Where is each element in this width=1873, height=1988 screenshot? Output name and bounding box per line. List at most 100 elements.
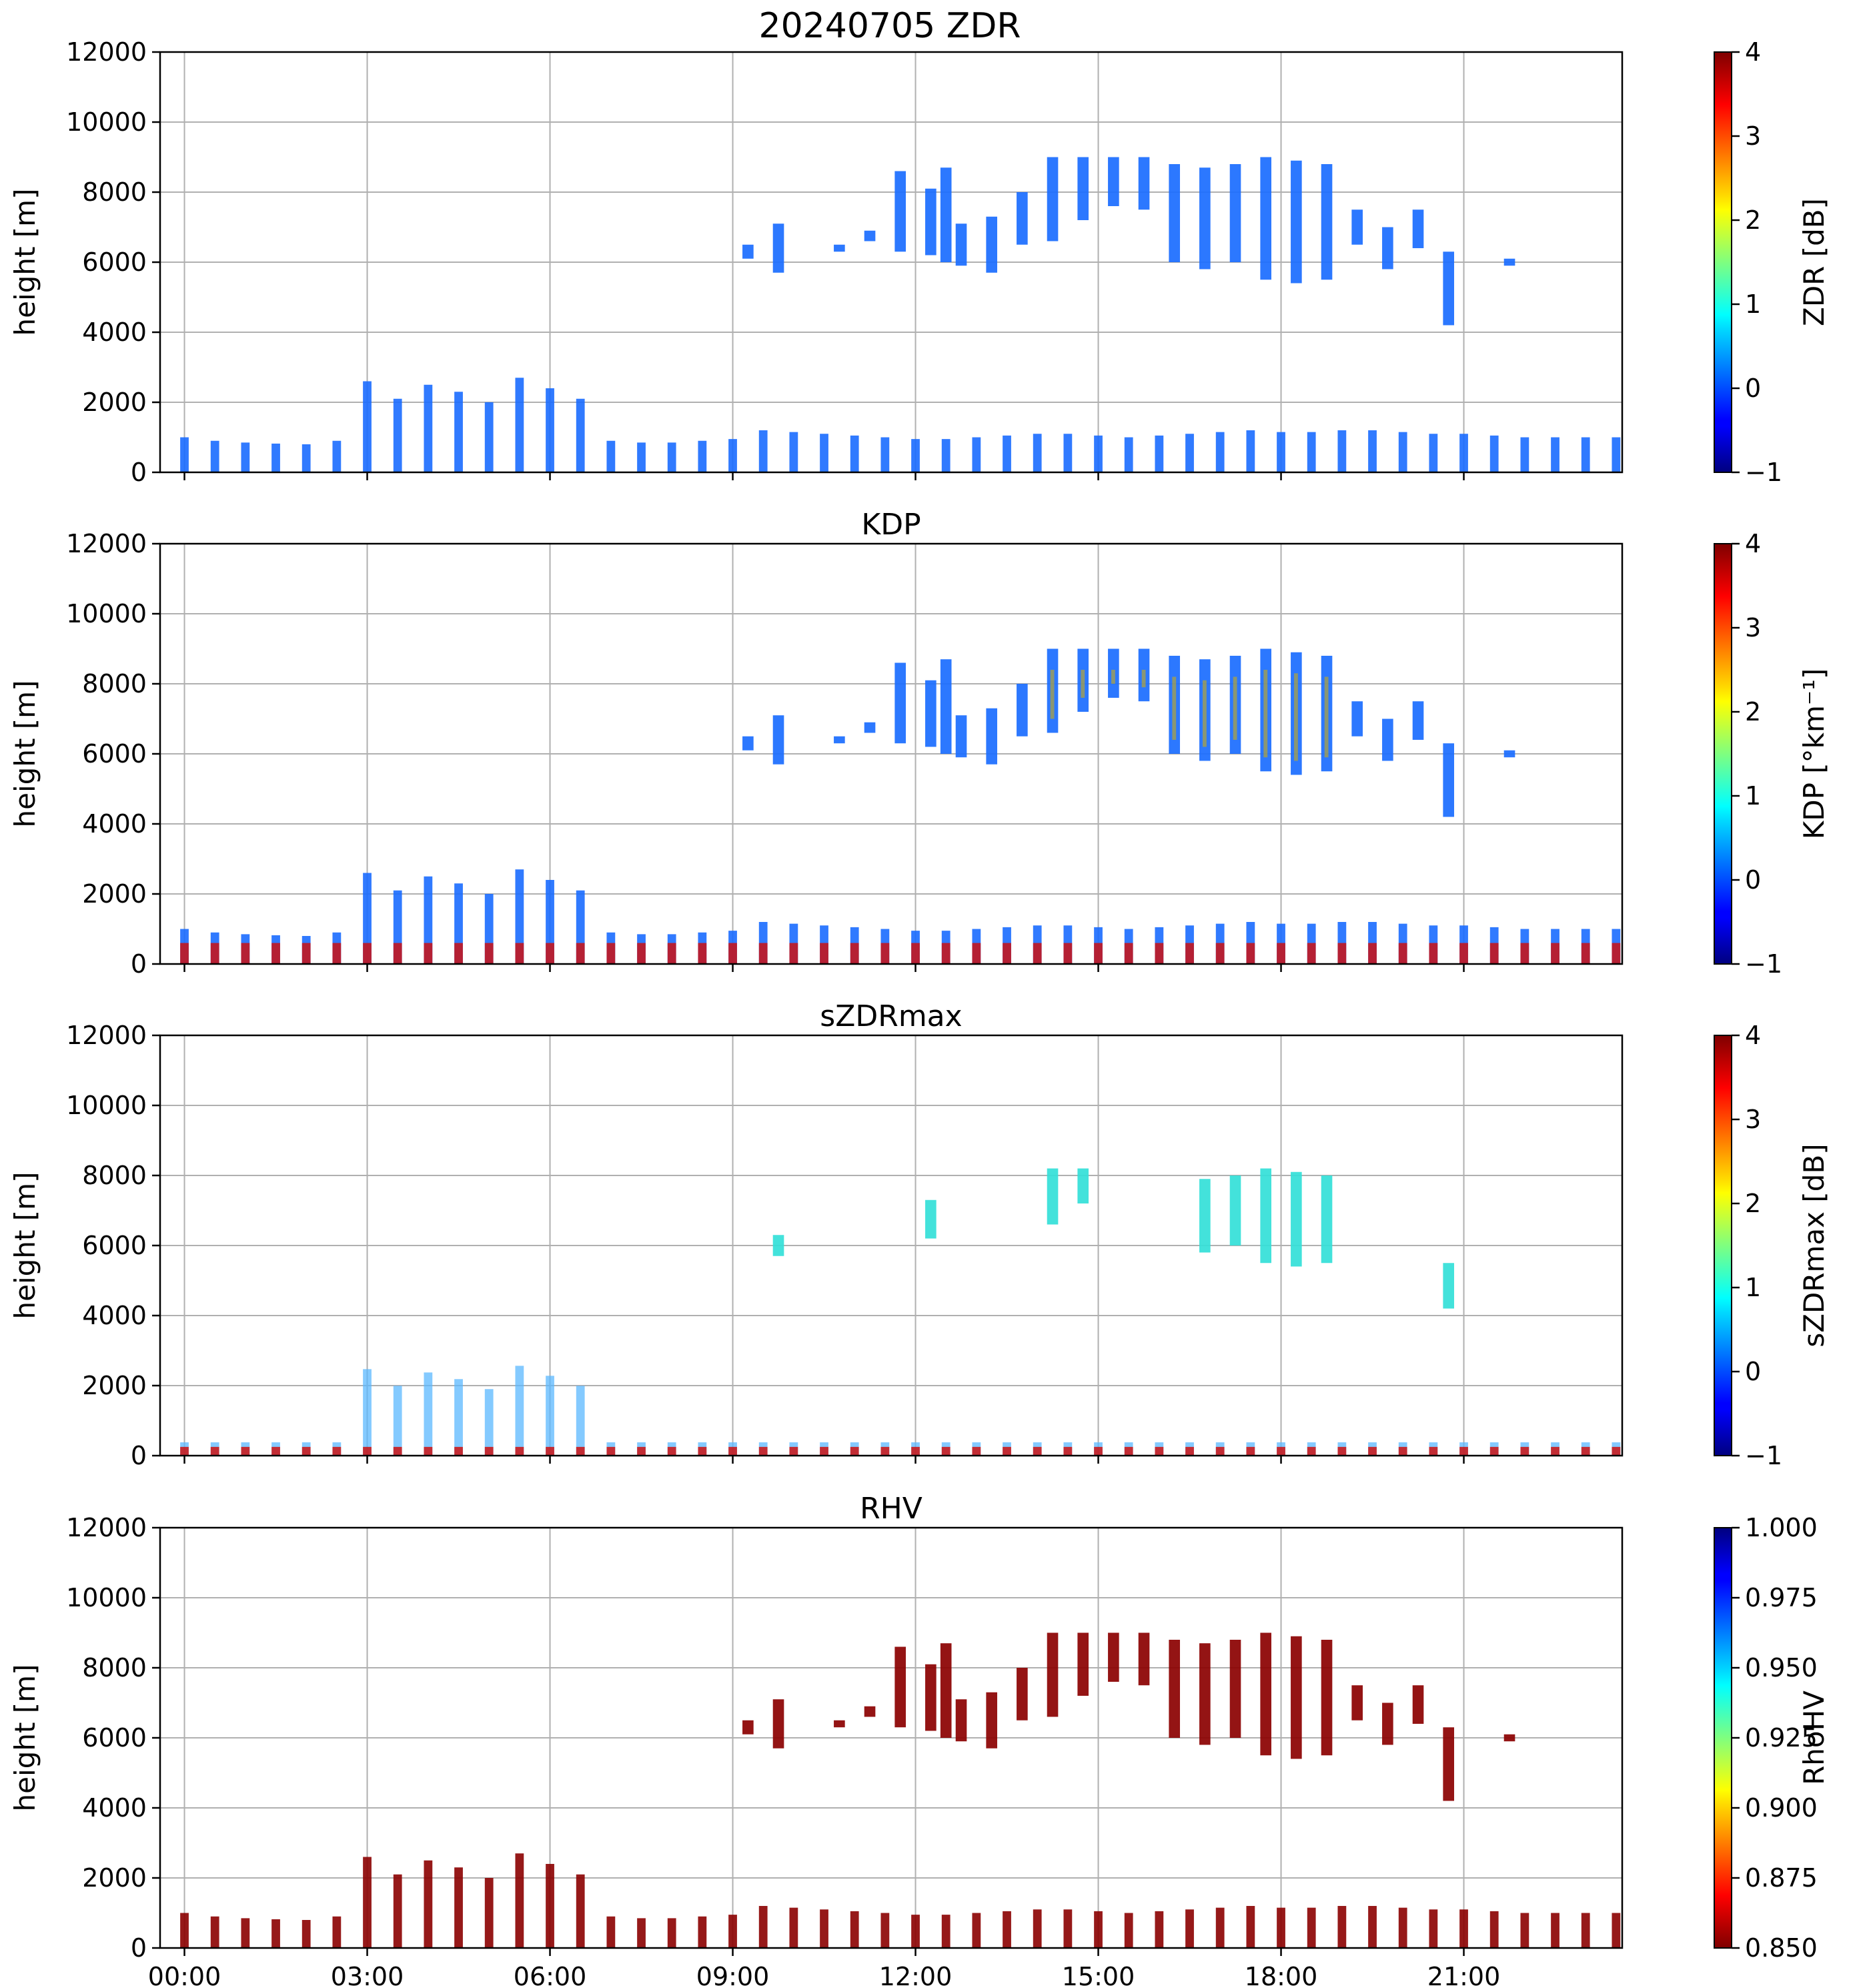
echo-column [271,443,280,472]
echo-column [972,437,981,472]
echo-column-upper [834,244,845,252]
colorbar-tick-label: 0 [1745,865,1761,895]
colorbar-tick-label: 3 [1745,613,1761,642]
echo-column-upper [1443,1263,1455,1309]
echo-column-near-surface [758,943,768,964]
echo-column-near-surface [1459,1446,1468,1456]
echo-column [210,1916,219,1948]
echo-column [1459,1909,1468,1948]
echo-column-near-surface [1429,1446,1438,1456]
echo-column [363,873,372,964]
echo-column [911,439,920,472]
y-tick-label: 4000 [82,318,147,347]
echo-column-near-surface [1520,1446,1529,1456]
echo-column-near-surface [911,1446,920,1456]
echo-column [850,1911,859,1948]
echo-column-upper [1199,167,1211,270]
echo-column-near-surface [758,1446,768,1456]
echo-column [454,392,463,472]
echo-column [424,1372,433,1456]
echo-column-near-surface [1489,943,1499,964]
echo-column [1429,1909,1438,1948]
colorbar-tick-label: 0.950 [1745,1653,1818,1682]
echo-column [758,430,768,472]
echo-column [546,1376,554,1456]
echo-column-near-surface [241,943,250,964]
colorbar-label: ZDR [dB] [1798,198,1830,326]
echo-kdp-highlight [1111,670,1115,684]
panel-rhohv: 0 2000 4000 6000 8000 10000 12000 00:00 03:00 06:… [9,1492,1830,1988]
echo-column-upper [1351,1685,1363,1720]
echo-column [667,442,676,472]
echo-column [484,1878,494,1948]
colorbar-label: KDP [°km⁻¹] [1798,668,1830,840]
echo-column-upper [1503,1734,1515,1742]
echo-column [606,1916,616,1948]
echo-column-near-surface [515,943,524,964]
echo-column [1459,434,1468,472]
y-tick-label: 2000 [82,1863,147,1893]
echo-column-upper [1321,1175,1333,1264]
echo-kdp-highlight [1294,673,1298,761]
echo-column [1520,437,1529,472]
echo-column-near-surface [1094,1446,1103,1456]
panel-title: RHV [860,1492,922,1526]
echo-column [1551,1913,1559,1948]
echo-column [1277,1907,1285,1948]
echo-column [1520,1913,1529,1948]
colorbar-tick-label: −1 [1745,458,1782,487]
echo-column-near-surface [850,943,859,964]
echo-column [789,432,798,472]
echo-column [1185,1909,1194,1948]
echo-column [454,1867,463,1948]
colorbar-label: RhoHV [1798,1690,1830,1785]
colorbar-tick-label: 1 [1745,290,1761,319]
echo-column [393,1874,402,1948]
echo-column-upper [894,1646,906,1728]
colorbar [1714,1527,1732,1949]
echo-column-upper [1199,1179,1211,1253]
y-tick-label: 4000 [82,809,147,839]
x-tick-label: 06:00 [514,1962,587,1988]
echo-column [1094,1911,1103,1948]
echo-column-near-surface [271,1446,280,1456]
echo-column-near-surface [484,943,494,964]
echo-column [1155,1911,1164,1948]
colorbar-tick-label: 4 [1745,529,1761,558]
echo-column [1124,437,1133,472]
x-tick-label: 03:00 [331,1962,404,1988]
echo-column-near-surface [1185,943,1194,964]
echo-column-upper [986,1692,998,1749]
echo-column-upper [1047,157,1059,241]
echo-kdp-highlight [1324,676,1329,758]
echo-column [1246,430,1255,472]
echo-column-upper [1169,1640,1181,1738]
echo-column-near-surface [941,943,951,964]
echo-column-upper [1229,1175,1241,1246]
echo-column [637,1918,646,1948]
echo-column [1185,434,1194,472]
echo-column-near-surface [241,1446,250,1456]
echo-column [424,876,433,964]
echo-column-near-surface [1581,1446,1590,1456]
echo-column-upper [742,736,754,751]
echo-column-upper [1138,1632,1150,1686]
echo-column-upper [1260,1632,1272,1756]
echo-column-near-surface [1246,943,1255,964]
echo-column-near-surface [1459,943,1468,964]
echo-column [728,1915,737,1948]
echo-column-near-surface [1337,1446,1347,1456]
echo-column [1398,1907,1407,1948]
echo-column [454,1379,463,1456]
echo-column-upper [1017,192,1028,245]
echo-column [1612,1913,1621,1948]
echo-column-upper [1077,1168,1089,1203]
y-tick-label: 2000 [82,1371,147,1400]
echo-column-upper [742,244,754,259]
echo-column [698,440,707,472]
echo-column-near-surface [820,1446,828,1456]
colorbar [1714,51,1732,473]
echo-column-near-surface [637,943,646,964]
echo-column-near-surface [180,943,189,964]
echo-column-near-surface [972,943,981,964]
